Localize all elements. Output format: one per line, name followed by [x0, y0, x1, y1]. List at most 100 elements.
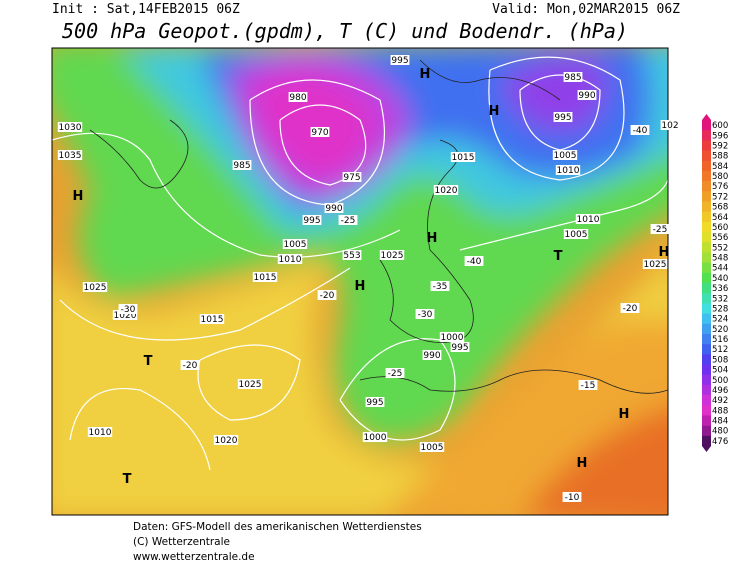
color-swatch: [702, 425, 711, 437]
color-swatch: [702, 344, 711, 355]
colorbar-label: 568: [712, 203, 728, 213]
colorbar-label: 564: [712, 213, 728, 223]
contour-label: -20: [623, 304, 638, 314]
color-swatch: [702, 170, 711, 182]
color-swatch: [702, 211, 711, 223]
label-box: [317, 290, 337, 300]
label-box: [555, 165, 581, 175]
contour-label: 985: [233, 161, 250, 171]
contour-label: 985: [564, 73, 581, 83]
contour-label: 1035: [59, 151, 82, 161]
contour-label: 975: [343, 173, 360, 183]
color-swatch: [702, 272, 711, 284]
colorbar-arrow: [702, 446, 711, 452]
contour-label: 1005: [554, 151, 577, 161]
label-box: [87, 427, 113, 437]
label-box: [450, 152, 476, 162]
contour-label: -15: [581, 381, 596, 391]
label-box: [338, 215, 358, 225]
pressure-center: H: [427, 231, 438, 246]
color-swatch: [702, 293, 711, 304]
label-box: [433, 185, 459, 195]
label-box: [553, 112, 573, 122]
label-box: [422, 350, 442, 360]
colorbar-label: 512: [712, 345, 728, 355]
contour-label: 1005: [284, 240, 307, 250]
label-box: [620, 303, 640, 313]
contour-label: -30: [418, 310, 433, 320]
contour-label: 1010: [577, 215, 600, 225]
colorbar-label: 540: [712, 274, 728, 284]
colorbar-label: 556: [712, 233, 728, 243]
contour-label: 995: [451, 343, 468, 353]
contour-label: 1015: [201, 315, 224, 325]
contour-label: 1010: [89, 428, 112, 438]
colorbar-label: 544: [712, 264, 728, 274]
label-box: [575, 214, 601, 224]
label-box: [199, 314, 225, 324]
colorbar-label: 484: [712, 417, 728, 427]
pressure-center: T: [123, 472, 132, 487]
colorbar-label: 552: [712, 243, 728, 253]
contour-label: 1020: [114, 311, 137, 321]
isobars: [52, 56, 668, 471]
label-box: [419, 442, 445, 452]
colorbar-label: 548: [712, 254, 728, 264]
contour-label: 1025: [381, 251, 404, 261]
contour-label: -10: [565, 493, 580, 503]
contour-label: 1015: [452, 153, 475, 163]
label-box: [288, 92, 308, 102]
contour-label: -20: [183, 361, 198, 371]
label-box: [342, 172, 362, 182]
label-box: [630, 125, 650, 135]
contour-label: 970: [311, 128, 328, 138]
label-box: [362, 432, 388, 442]
colorbar-label: 496: [712, 386, 728, 396]
label-box: [552, 150, 578, 160]
contour-label: 1025: [644, 260, 667, 270]
colorbar-label: 528: [712, 304, 728, 314]
colorbar-arrow: [702, 114, 711, 120]
label-box: [562, 492, 582, 502]
label-box: [310, 127, 330, 137]
contour-label: -30: [121, 305, 136, 315]
color-swatch: [702, 191, 711, 202]
color-swatch: [702, 354, 711, 365]
colorbar: 6005965925885845805765725685645605565525…: [702, 114, 728, 452]
label-box: [82, 282, 108, 292]
pressure-center: H: [355, 279, 366, 294]
map-frame: [51, 47, 669, 516]
colorbar-label: 600: [712, 121, 728, 131]
label-box: [324, 203, 344, 213]
color-swatch: [702, 283, 711, 294]
colorbar-label: 536: [712, 284, 728, 294]
colorbar-label: 516: [712, 335, 728, 345]
color-swatch: [702, 252, 711, 263]
contour-label: 102: [661, 121, 678, 131]
contour-label: 995: [366, 398, 383, 408]
footer-line: www.wetterzentrale.de: [133, 551, 255, 563]
label-box: [563, 229, 589, 239]
contour-label: 553: [343, 251, 360, 261]
footer-line: Daten: GFS-Modell des amerikanischen Wet…: [133, 521, 422, 533]
label-box: [379, 250, 405, 260]
label-box: [430, 281, 450, 291]
label-box: [642, 259, 668, 269]
color-swatch: [702, 130, 711, 141]
label-box: [577, 90, 597, 100]
color-swatch: [702, 374, 711, 386]
footer-line: (C) Wetterzentrale: [133, 536, 230, 548]
colorbar-label: 532: [712, 294, 728, 304]
pressure-center: T: [144, 354, 153, 369]
color-swatch: [702, 221, 711, 233]
contour-label: 990: [325, 204, 342, 214]
colorbar-label: 592: [712, 141, 728, 151]
contour-label: 1025: [239, 380, 262, 390]
contour-label: 995: [554, 113, 571, 123]
contour-label: 1020: [435, 186, 458, 196]
colorbar-label: 508: [712, 355, 728, 365]
colorbar-label: 572: [712, 192, 728, 202]
color-swatch: [702, 150, 711, 162]
pressure-center: H: [489, 104, 500, 119]
